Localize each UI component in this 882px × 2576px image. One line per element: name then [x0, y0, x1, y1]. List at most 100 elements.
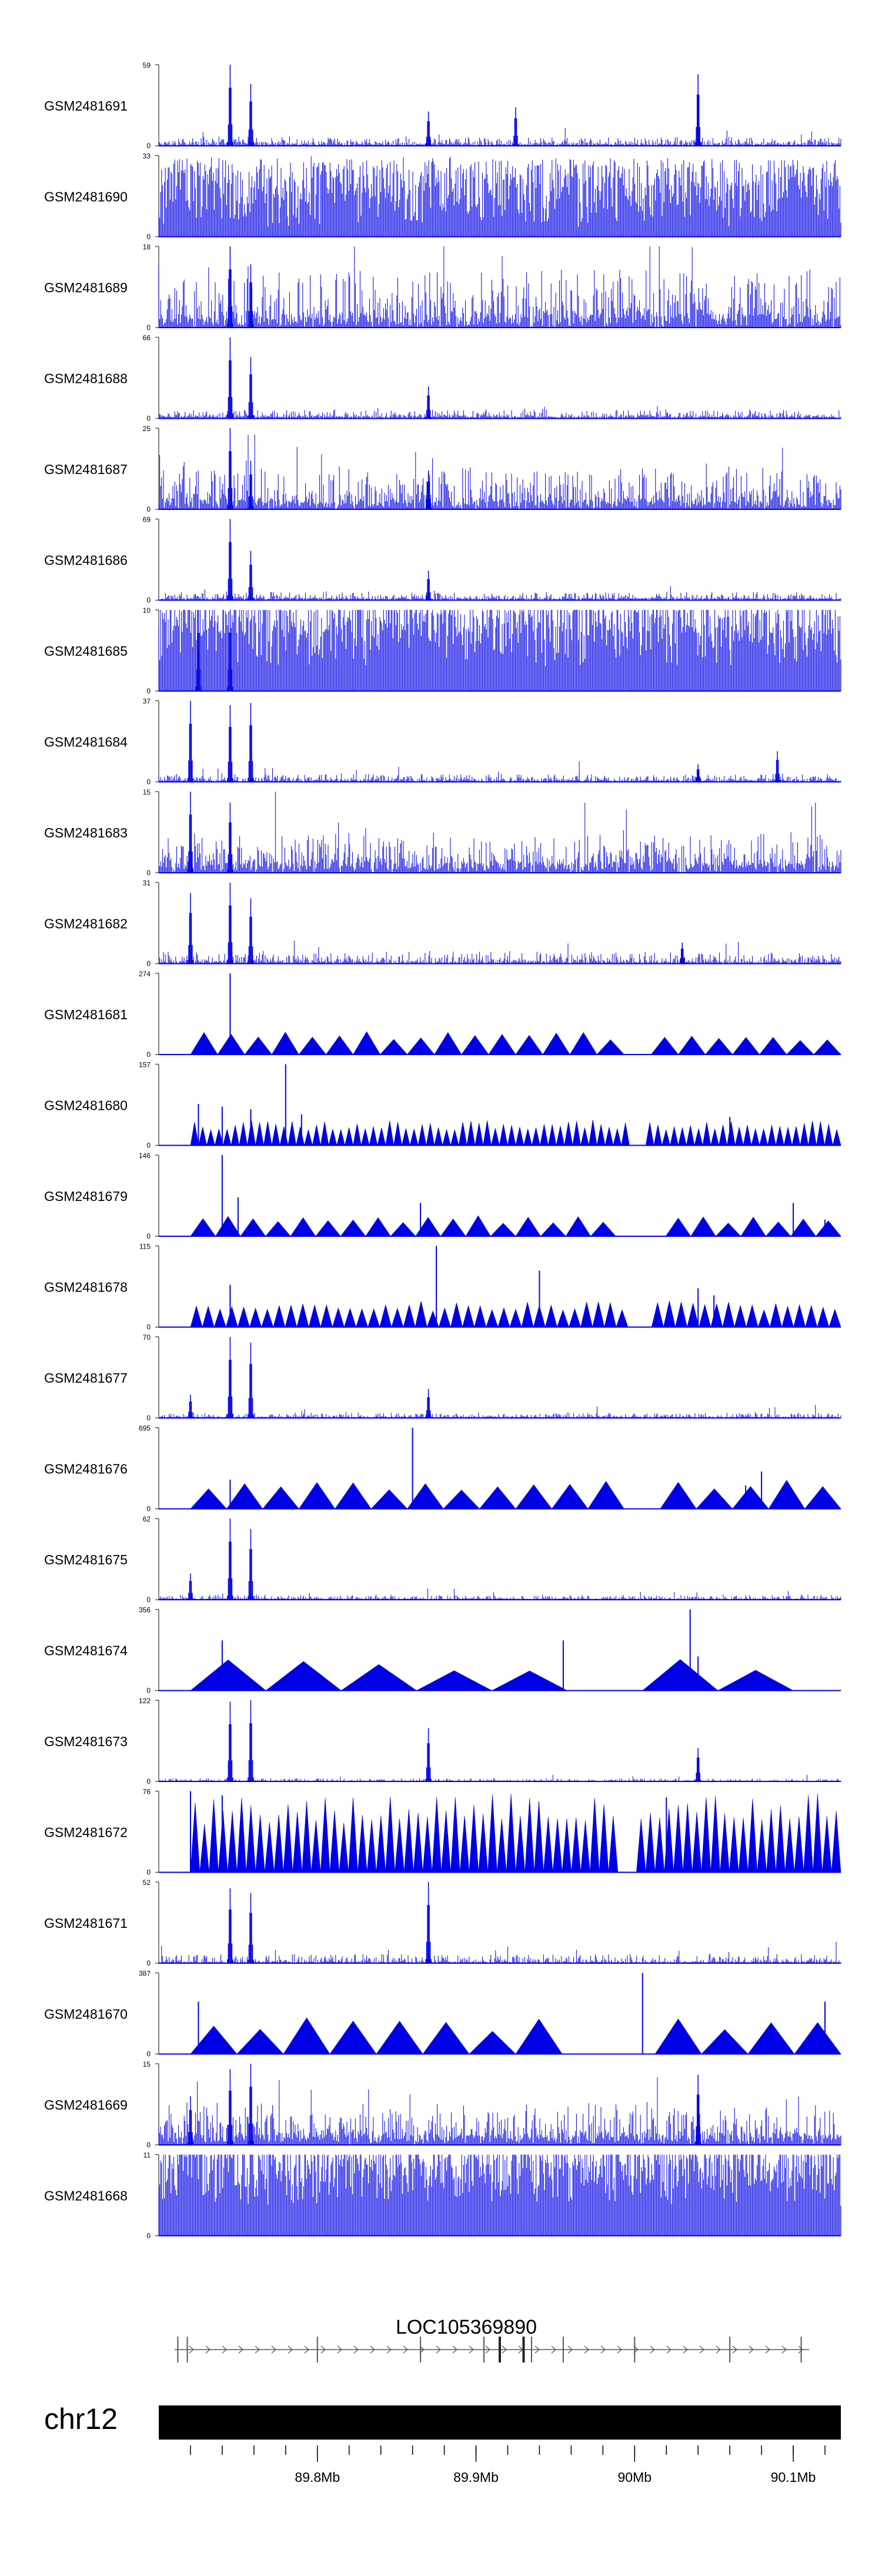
strand-arrow: [584, 2345, 589, 2354]
y-max-label: 52: [143, 1878, 151, 1887]
track-label: GSM2481669: [44, 2097, 128, 2113]
track-GSM2481671: GSM2481671 52 0: [44, 1878, 841, 1967]
coverage-signal: [158, 246, 841, 328]
y-max-label: 15: [143, 788, 151, 796]
coverage-signal: [158, 940, 841, 964]
track-GSM2481682: GSM2481682 31 0: [44, 879, 841, 968]
track-GSM2481687: GSM2481687 25 0: [44, 425, 841, 513]
track-label: GSM2481677: [44, 1370, 128, 1386]
track-GSM2481676: GSM2481676 695 0: [44, 1424, 841, 1513]
y-max-label: 18: [143, 243, 151, 251]
track-GSM2481683: GSM2481683 15 0: [44, 788, 841, 877]
track-GSM2481689: GSM2481689 18 0: [44, 243, 841, 332]
track-label: GSM2481680: [44, 1098, 128, 1113]
strand-arrow: [386, 2345, 392, 2354]
y-max-label: 274: [139, 970, 151, 978]
y-min-label: 0: [146, 960, 151, 968]
y-max-label: 387: [139, 1970, 151, 1978]
ideogram-bar: [159, 2405, 841, 2440]
strand-arrow: [337, 2345, 342, 2354]
strand-arrow: [238, 2345, 243, 2354]
track-GSM2481669: GSM2481669 15 0: [44, 2060, 841, 2149]
track-GSM2481685: GSM2481685 10 0: [44, 606, 841, 695]
y-max-label: 62: [143, 1515, 151, 1523]
strand-arrow: [485, 2345, 490, 2354]
y-min-label: 0: [146, 1777, 151, 1786]
strand-arrow: [403, 2345, 408, 2354]
y-min-label: 0: [146, 596, 151, 605]
track-label: GSM2481678: [44, 1280, 128, 1295]
coverage-signal: [158, 1774, 841, 1781]
coverage-signal: [158, 406, 841, 419]
strand-arrow: [288, 2345, 293, 2354]
strand-arrow: [469, 2345, 474, 2354]
coverage-signal: [158, 761, 841, 782]
y-max-label: 76: [143, 1788, 151, 1796]
y-max-label: 157: [139, 1061, 151, 1069]
y-min-label: 0: [146, 2232, 151, 2240]
strand-arrow: [699, 2345, 704, 2354]
y-max-label: 70: [143, 1333, 151, 1342]
track-GSM2481688: GSM2481688 66 0: [44, 334, 841, 423]
y-min-label: 0: [146, 687, 151, 695]
y-max-label: 66: [143, 334, 151, 342]
y-min-label: 0: [146, 2141, 151, 2149]
axis-tick-label: 89.8Mb: [295, 2470, 340, 2485]
y-max-label: 11: [143, 2151, 151, 2160]
gene-exon: [562, 2337, 564, 2363]
track-label: GSM2481688: [44, 371, 128, 386]
coverage-signal: [158, 1588, 841, 1600]
strand-arrow: [304, 2345, 309, 2354]
track-label: GSM2481673: [44, 1734, 128, 1749]
track-GSM2481690: GSM2481690 33 0: [44, 152, 841, 241]
strand-arrow: [189, 2345, 194, 2354]
track-label: GSM2481690: [44, 189, 128, 205]
y-min-label: 0: [146, 1959, 151, 1967]
axis-tick-label: 90.1Mb: [771, 2470, 816, 2485]
y-max-label: 33: [143, 152, 151, 161]
y-max-label: 15: [143, 2060, 151, 2068]
y-min-label: 0: [146, 233, 151, 241]
y-min-label: 0: [146, 1868, 151, 1877]
strand-arrow: [271, 2345, 276, 2354]
y-min-label: 0: [146, 415, 151, 423]
genome-axis: 89.8Mb 89.9Mb 90Mb 90.1Mb: [190, 2445, 826, 2485]
strand-arrow: [419, 2345, 425, 2354]
track-GSM2481686: GSM2481686 69 0: [44, 516, 841, 605]
y-min-label: 0: [146, 778, 151, 786]
gene-exon: [800, 2337, 802, 2363]
y-min-label: 0: [146, 1414, 151, 1422]
gene-exon: [483, 2337, 485, 2363]
track-label: GSM2481681: [44, 1007, 128, 1022]
track-GSM2481678: GSM2481678 115 0: [44, 1243, 841, 1332]
coverage-triangles: [190, 1215, 841, 1237]
coverage-signal: [158, 128, 841, 146]
strand-arrow: [222, 2345, 227, 2354]
coverage-triangles: [190, 1031, 841, 1055]
y-min-label: 0: [146, 1050, 151, 1059]
strand-arrow: [370, 2345, 375, 2354]
y-min-label: 0: [146, 1323, 151, 1332]
strand-arrow: [502, 2345, 507, 2354]
y-min-label: 0: [146, 1505, 151, 1513]
track-GSM2481681: GSM2481681 274 0: [44, 970, 841, 1059]
strand-arrow: [765, 2345, 770, 2354]
track-label: GSM2481685: [44, 643, 128, 659]
track-label: GSM2481686: [44, 553, 128, 568]
track-label: GSM2481670: [44, 2007, 128, 2022]
y-max-label: 356: [139, 1606, 151, 1614]
gene-exon: [530, 2337, 532, 2363]
coverage-triangles: [190, 1659, 794, 1691]
coverage-signal: [158, 2077, 841, 2145]
gene-label: LOC105369890: [396, 2316, 537, 2338]
strand-arrow: [749, 2345, 754, 2354]
strand-arrow: [452, 2345, 457, 2354]
y-max-label: 695: [139, 1424, 151, 1433]
strand-arrow: [436, 2345, 441, 2354]
coverage-triangles: [190, 1480, 841, 1509]
strand-arrow: [205, 2345, 211, 2354]
axis-tick-label: 89.9Mb: [453, 2470, 499, 2485]
track-label: GSM2481689: [44, 280, 128, 295]
axis-tick-label: 90Mb: [618, 2470, 652, 2485]
y-min-label: 0: [146, 505, 151, 513]
